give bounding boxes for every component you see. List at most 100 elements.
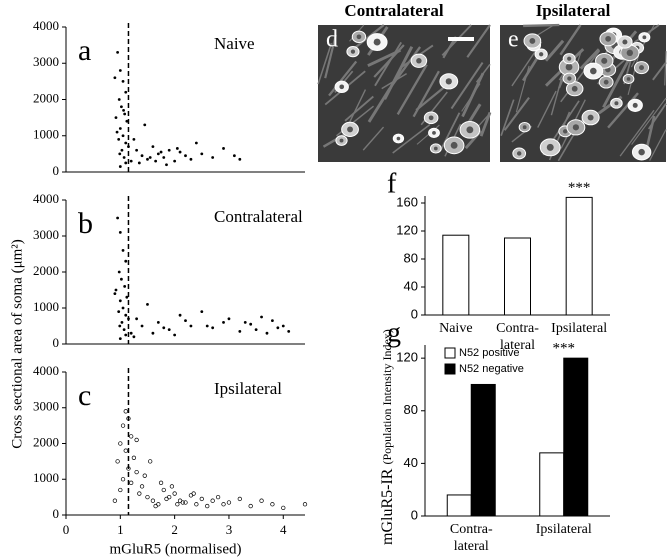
panel-title: Naive (214, 34, 255, 53)
data-point (191, 491, 196, 496)
fibre (602, 56, 632, 108)
fibre (664, 51, 667, 86)
bar (565, 196, 593, 316)
fibre (475, 63, 491, 83)
x-tick-label: Ipsilateral (551, 321, 607, 336)
panel-title: Ipsilateral (214, 379, 282, 398)
data-point (123, 112, 127, 116)
column-title: Contralateral (344, 1, 443, 20)
bar (504, 237, 531, 316)
fibre (619, 109, 655, 157)
fibre (503, 97, 530, 131)
nucleus (603, 79, 609, 85)
x-tick-label: 3 (226, 522, 233, 537)
data-point (137, 161, 141, 165)
data-point (120, 148, 124, 152)
data-point (146, 303, 149, 306)
y-axis-label: Cross sectional area of soma (μm²) (9, 239, 25, 449)
data-point (183, 500, 188, 505)
nucleus (642, 35, 647, 40)
nucleus (445, 78, 452, 85)
data-point (237, 496, 242, 502)
fibre (374, 41, 403, 87)
data-point (140, 154, 144, 158)
fibre (631, 97, 667, 145)
fibre (328, 60, 358, 97)
scale-bar (448, 37, 474, 41)
data-point (249, 322, 253, 326)
data-point (129, 159, 133, 163)
data-point (121, 249, 125, 252)
y-tick-label: 4000 (33, 363, 59, 378)
nucleus (626, 77, 631, 81)
data-point (120, 277, 123, 281)
nucleus (339, 138, 344, 143)
data-point (150, 498, 156, 503)
y-tick-label: 0 (411, 507, 418, 522)
data-point (156, 152, 160, 156)
nucleus (590, 67, 597, 75)
nucleus (516, 151, 522, 156)
data-point (115, 130, 119, 134)
data-point (118, 441, 123, 446)
data-point (124, 259, 128, 263)
data-point (135, 317, 139, 321)
x-tick-label: 0 (63, 522, 70, 537)
data-point (167, 328, 171, 331)
y-tick-label: 0 (53, 506, 60, 521)
nucleus (639, 65, 644, 71)
data-point (227, 317, 231, 321)
y-tick-label: 0 (53, 163, 60, 178)
data-point (115, 459, 120, 464)
nucleus (428, 115, 434, 121)
fibre (559, 24, 582, 56)
data-point (178, 313, 182, 317)
y-tick-label: 2000 (33, 434, 59, 449)
data-point (178, 150, 182, 154)
significance: *** (553, 341, 576, 357)
data-point (226, 500, 232, 505)
fibre (649, 129, 667, 161)
fibre (523, 23, 560, 28)
data-point (146, 157, 149, 161)
data-point (116, 216, 120, 220)
fibre (344, 95, 374, 122)
data-point (120, 423, 126, 428)
data-point (122, 108, 125, 112)
y-axis-label: mGluR5-IR (Population Intensity Index) (379, 329, 396, 545)
fibre (383, 46, 414, 100)
panel-letter: b (78, 207, 93, 240)
fibre (607, 92, 639, 129)
panel-letter: c (78, 379, 91, 412)
y-tick-label: 120 (396, 350, 418, 365)
y-tick-label: 2000 (33, 263, 59, 278)
data-point (243, 321, 247, 324)
data-point (117, 137, 121, 141)
data-point (137, 491, 142, 496)
data-point (123, 285, 127, 288)
column-title: Ipsilateral (536, 1, 611, 20)
data-point (159, 150, 163, 154)
legend-swatch (444, 347, 456, 359)
data-point (140, 324, 144, 328)
y-tick-label: 120 (396, 222, 418, 237)
data-point (221, 502, 226, 507)
nucleus (396, 136, 401, 141)
y-axis-label-note: (Population Intensity Index) (380, 329, 394, 464)
data-point (129, 331, 133, 335)
data-point (142, 473, 147, 478)
y-tick-label: 3000 (33, 227, 59, 242)
data-point (125, 119, 129, 123)
data-point (113, 292, 117, 295)
data-point (120, 105, 123, 109)
data-point (117, 270, 121, 274)
data-point (172, 491, 177, 496)
data-point (118, 337, 122, 340)
data-point (118, 324, 122, 328)
nucleus (562, 129, 568, 134)
data-point (124, 333, 128, 337)
legend-label: N52 positive (459, 347, 520, 359)
legend-label: N52 negative (459, 363, 524, 375)
data-point (169, 484, 175, 489)
data-point (238, 157, 242, 161)
